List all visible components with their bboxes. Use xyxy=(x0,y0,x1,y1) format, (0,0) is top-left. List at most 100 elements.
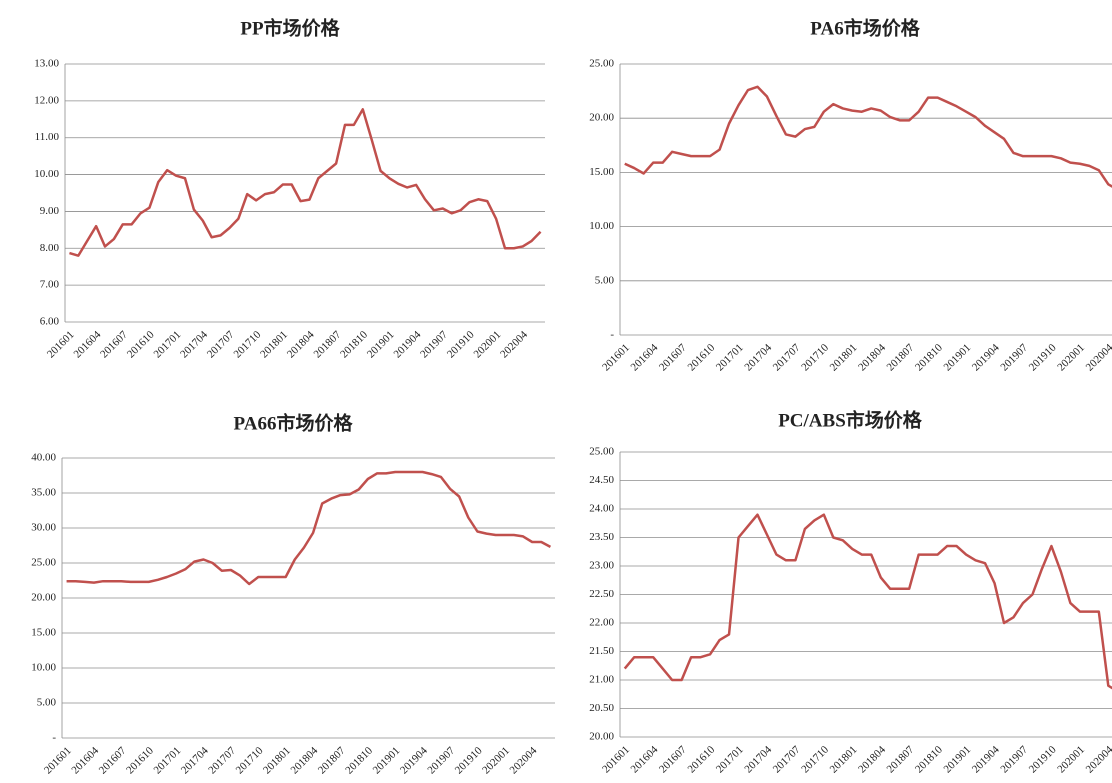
x-tick-label: 201601 xyxy=(600,744,632,776)
x-tick-label: 201604 xyxy=(629,341,661,373)
y-tick-label: 15.00 xyxy=(31,627,56,639)
x-tick-label: 201604 xyxy=(629,743,661,775)
x-tick-label: 202004 xyxy=(508,744,540,776)
y-tick-label: 6.00 xyxy=(40,316,60,328)
y-tick-label: 20.00 xyxy=(589,112,614,124)
x-tick-label: 201910 xyxy=(1027,743,1059,775)
x-tick-label: 201801 xyxy=(828,744,860,776)
x-tick-label: 201807 xyxy=(885,341,917,373)
y-tick-label: 8.00 xyxy=(40,242,60,254)
x-tick-label: 201710 xyxy=(799,743,831,775)
x-tick-label: 202004 xyxy=(1084,341,1112,373)
x-tick-label: 201604 xyxy=(72,328,104,360)
chart-title: PA6市场价格 xyxy=(810,16,920,39)
y-tick-label: 23.00 xyxy=(589,560,614,572)
x-tick-label: 201807 xyxy=(312,328,344,360)
x-tick-label: 201704 xyxy=(742,743,774,775)
x-tick-label: 201904 xyxy=(970,743,1002,775)
x-tick-label: 201707 xyxy=(206,744,238,776)
x-tick-label: 201901 xyxy=(941,342,973,374)
series-line xyxy=(623,513,1112,690)
y-tick-label: 21.50 xyxy=(589,645,614,657)
x-tick-label: 201804 xyxy=(288,744,320,776)
y-tick-label: 20.50 xyxy=(589,702,614,714)
x-tick-label: 202004 xyxy=(1084,743,1112,775)
x-tick-label: 201610 xyxy=(125,328,157,360)
x-tick-label: 201801 xyxy=(258,329,290,361)
series-line xyxy=(69,108,542,257)
y-tick-label: 12.00 xyxy=(34,94,59,106)
y-tick-label: 10.00 xyxy=(34,168,59,180)
x-tick-label: 201707 xyxy=(205,328,237,360)
x-tick-label: 201607 xyxy=(657,743,689,775)
y-tick-label: 20.00 xyxy=(589,731,614,743)
y-tick-label: 24.50 xyxy=(589,474,614,486)
x-tick-label: 201901 xyxy=(371,745,403,777)
x-tick-label: 201701 xyxy=(152,329,184,361)
y-tick-label: 23.50 xyxy=(589,531,614,543)
x-tick-label: 202001 xyxy=(480,745,512,777)
x-tick-label: 201604 xyxy=(69,744,101,776)
y-tick-label: 22.00 xyxy=(589,617,614,629)
x-tick-label: 201804 xyxy=(856,341,888,373)
x-tick-label: 201701 xyxy=(714,744,746,776)
x-tick-label: 201701 xyxy=(152,745,184,777)
x-tick-label: 201607 xyxy=(657,341,689,373)
y-tick-label: 7.00 xyxy=(40,279,60,291)
series-line xyxy=(624,85,1112,188)
y-tick-label: 25.00 xyxy=(589,446,614,458)
chart-title: PC/ABS市场价格 xyxy=(778,408,923,431)
y-tick-label: 21.00 xyxy=(589,674,614,686)
x-tick-label: 201610 xyxy=(685,341,717,373)
x-tick-label: 201710 xyxy=(799,341,831,373)
y-tick-label: 35.00 xyxy=(31,487,56,499)
x-tick-label: 201901 xyxy=(941,744,973,776)
x-tick-label: 201904 xyxy=(970,341,1002,373)
x-tick-label: 201901 xyxy=(365,329,397,361)
y-tick-label: 5.00 xyxy=(595,274,615,286)
x-tick-label: 201804 xyxy=(856,743,888,775)
x-tick-label: 201801 xyxy=(828,342,860,374)
x-tick-label: 201707 xyxy=(771,743,803,775)
chart-title: PP市场价格 xyxy=(240,16,340,39)
x-tick-label: 201910 xyxy=(445,328,477,360)
x-tick-label: 201607 xyxy=(97,744,129,776)
x-tick-label: 201910 xyxy=(453,744,485,776)
y-tick-label: 13.00 xyxy=(34,58,59,70)
y-tick-label: 25.00 xyxy=(589,58,614,70)
y-tick-label: 9.00 xyxy=(40,205,60,217)
y-tick-label: 15.00 xyxy=(589,166,614,178)
x-tick-label: 201907 xyxy=(998,743,1030,775)
chart-title: PA66市场价格 xyxy=(234,411,354,434)
y-tick-label: 10.00 xyxy=(589,220,614,232)
x-tick-label: 201807 xyxy=(316,744,348,776)
y-tick-label: 25.00 xyxy=(31,557,56,569)
x-tick-label: 201810 xyxy=(338,328,370,360)
x-tick-label: 201610 xyxy=(124,744,156,776)
x-tick-label: 201810 xyxy=(343,744,375,776)
x-tick-label: 201610 xyxy=(685,743,717,775)
x-tick-label: 201601 xyxy=(45,329,77,361)
x-tick-label: 201710 xyxy=(232,328,264,360)
y-tick-label: - xyxy=(610,329,614,341)
y-tick-label: 24.00 xyxy=(589,503,614,515)
x-tick-label: 201810 xyxy=(913,743,945,775)
x-tick-label: 201707 xyxy=(771,341,803,373)
y-tick-label: 11.00 xyxy=(35,131,60,143)
x-tick-label: 201907 xyxy=(425,744,457,776)
x-tick-label: 202001 xyxy=(472,329,504,361)
x-tick-label: 201704 xyxy=(742,341,774,373)
y-tick-label: 30.00 xyxy=(31,522,56,534)
x-tick-label: 201904 xyxy=(392,328,424,360)
x-tick-label: 201810 xyxy=(913,341,945,373)
y-tick-label: 40.00 xyxy=(31,452,56,464)
x-tick-label: 201601 xyxy=(600,342,632,374)
series-line xyxy=(66,470,552,586)
x-tick-label: 201701 xyxy=(714,342,746,374)
y-tick-label: 5.00 xyxy=(37,697,57,709)
x-tick-label: 201807 xyxy=(885,743,917,775)
y-tick-label: 20.00 xyxy=(31,592,56,604)
x-tick-label: 202004 xyxy=(498,328,530,360)
x-tick-label: 201801 xyxy=(261,745,293,777)
